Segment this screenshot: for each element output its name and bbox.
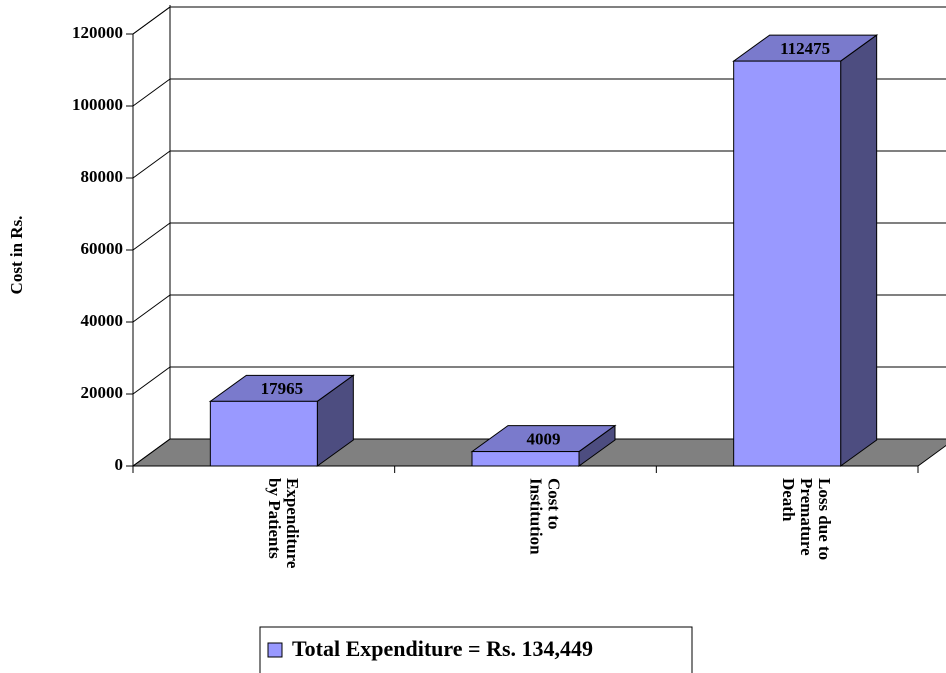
x-tick-label-line: Premature (797, 478, 816, 556)
grid-line (132, 366, 171, 395)
x-tick-label-line: Institution (527, 478, 546, 555)
y-tick-label: 80000 (81, 167, 124, 186)
y-tick-label: 40000 (81, 311, 124, 330)
x-tick-label-line: Loss due to (815, 478, 834, 560)
grid-line (132, 6, 171, 35)
grid-line (132, 150, 171, 179)
bar (733, 60, 842, 467)
bar (471, 451, 580, 467)
data-label: 17965 (261, 379, 304, 398)
legend-label: Total Expenditure = Rs. 134,449 (292, 636, 593, 661)
x-tick-label: Loss due toPrematureDeath (779, 478, 834, 560)
data-label: 4009 (527, 429, 561, 448)
x-tick-label: Expenditureby Patients (265, 478, 302, 569)
y-tick-label: 20000 (81, 383, 124, 402)
grid-line (132, 222, 171, 251)
x-tick-label-line: Death (779, 478, 798, 522)
y-tick-label: 0 (115, 455, 124, 474)
grid-line (132, 294, 171, 323)
data-label: 112475 (780, 39, 830, 58)
x-tick-label: Cost toInstitution (527, 478, 564, 555)
grid-line (132, 78, 171, 107)
legend-swatch (267, 642, 283, 658)
x-tick-label-line: Expenditure (283, 478, 302, 569)
y-tick-label: 120000 (72, 23, 123, 42)
x-tick-label-line: Cost to (545, 478, 564, 529)
x-tick-label-line: by Patients (265, 478, 284, 559)
y-tick-label: 100000 (72, 95, 123, 114)
y-axis-label: Cost in Rs. (7, 216, 26, 295)
legend-box (259, 626, 693, 673)
bar-side (840, 34, 878, 467)
grid-line (132, 438, 171, 467)
bar (209, 400, 318, 467)
y-tick-label: 60000 (81, 239, 124, 258)
